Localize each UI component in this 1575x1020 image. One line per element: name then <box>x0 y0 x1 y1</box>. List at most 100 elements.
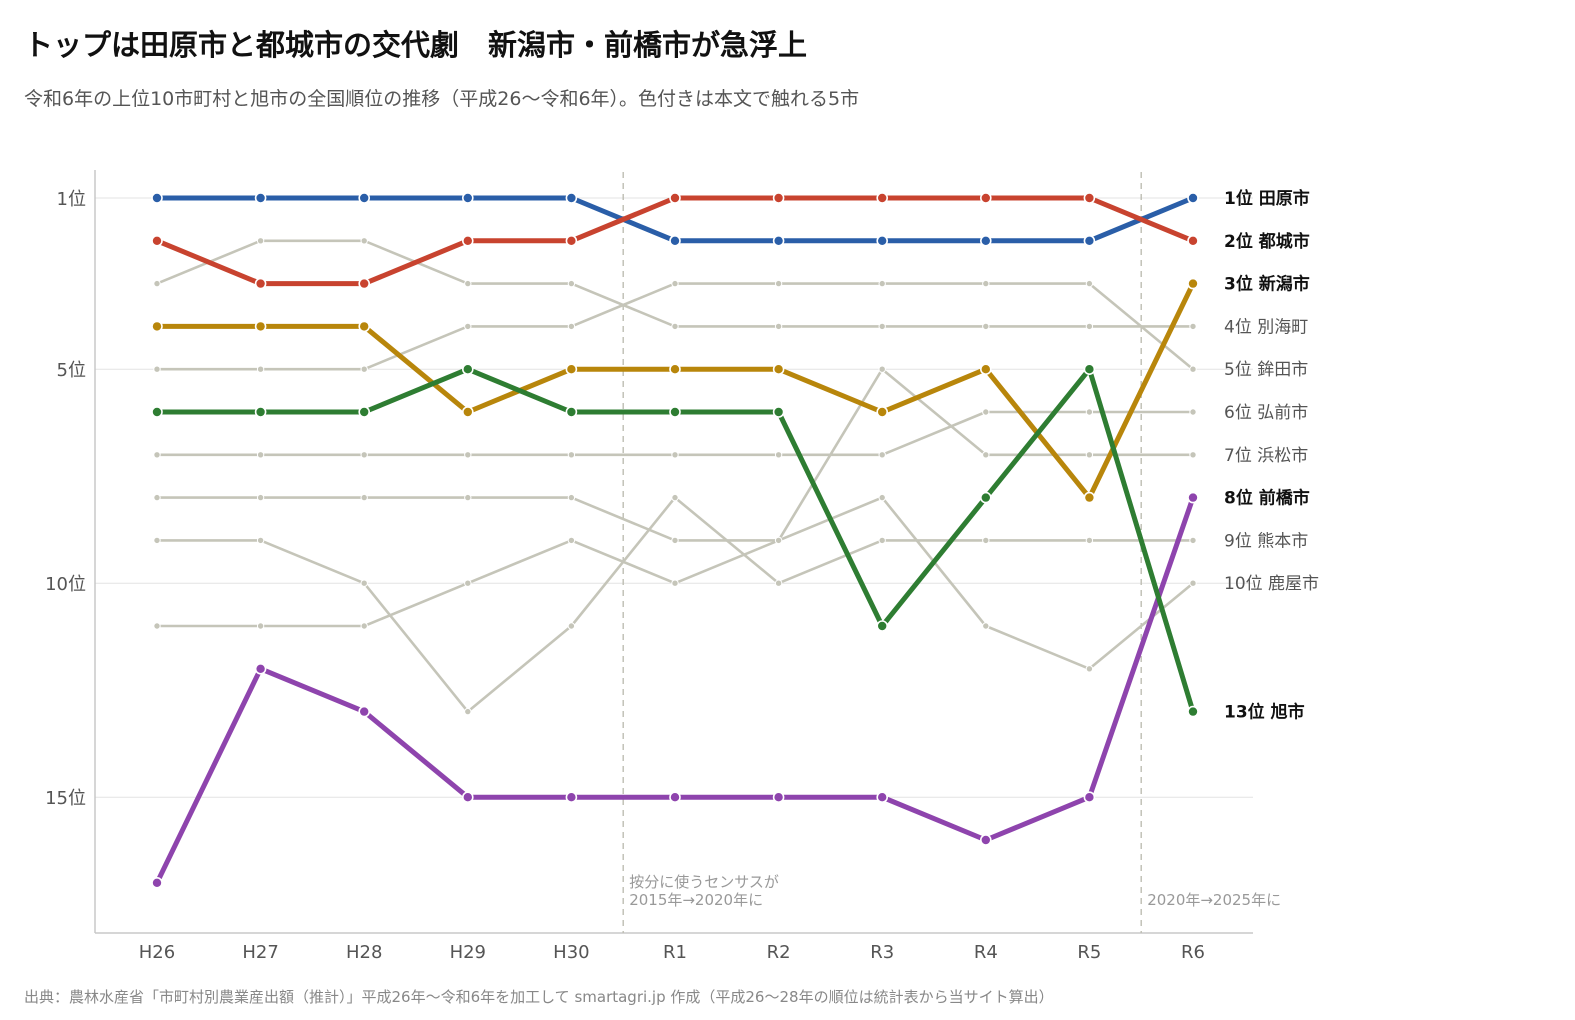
data-point <box>360 493 368 502</box>
data-point <box>464 579 472 587</box>
data-point <box>151 320 163 333</box>
data-point <box>565 791 578 804</box>
data-point <box>567 322 576 331</box>
x-tick-label: R2 <box>767 942 791 963</box>
data-point <box>982 322 990 331</box>
data-point <box>772 406 785 418</box>
data-point <box>461 192 474 204</box>
data-point <box>464 451 472 459</box>
data-point <box>1083 363 1096 376</box>
data-point <box>1189 579 1197 587</box>
data-point <box>256 493 265 502</box>
data-point <box>671 579 679 587</box>
data-point <box>360 237 368 245</box>
data-point <box>464 493 472 502</box>
data-point <box>360 622 368 630</box>
data-point <box>567 493 576 502</box>
data-point <box>464 279 472 288</box>
data-point <box>772 363 785 376</box>
x-tick-label: H27 <box>242 942 278 963</box>
data-point <box>669 235 681 247</box>
data-point <box>256 622 265 630</box>
data-point <box>982 451 990 459</box>
data-point <box>772 791 785 804</box>
data-point <box>979 235 992 247</box>
data-point <box>360 579 368 587</box>
data-point <box>254 662 267 675</box>
data-point <box>669 791 681 804</box>
end-label: 10位 鹿屋市 <box>1224 574 1319 594</box>
data-point <box>567 622 576 630</box>
data-point <box>151 876 163 889</box>
y-tick-label: 5位 <box>57 360 86 381</box>
x-tick-label: R6 <box>1181 942 1205 963</box>
data-point <box>360 365 368 373</box>
data-point <box>565 235 578 247</box>
data-point <box>1189 408 1197 416</box>
data-point <box>151 192 163 204</box>
x-tick-label: R5 <box>1077 942 1101 963</box>
data-point <box>1187 235 1199 247</box>
data-point <box>669 363 681 376</box>
data-point <box>1085 408 1094 416</box>
data-point <box>254 320 267 333</box>
series-line-熊本市 <box>155 496 1195 713</box>
end-label: 6位 弘前市 <box>1224 403 1308 423</box>
data-point <box>1189 536 1197 545</box>
data-point <box>358 320 371 333</box>
annotation-text: 2020年→2025年に <box>1147 891 1281 909</box>
end-labels: 1位 田原市 2位 都城市 3位 新潟市 4位 別海町 5位 鉾田市 6位 弘前市 7位 浜… <box>1224 188 1319 723</box>
data-point <box>982 408 990 416</box>
end-label: 4位 別海町 <box>1224 317 1308 337</box>
annotation-text: 按分に使うセンサスが <box>629 873 779 891</box>
data-point <box>567 451 576 459</box>
x-tick-label: R4 <box>974 942 998 963</box>
data-point <box>358 705 371 718</box>
data-point <box>1187 192 1199 204</box>
data-point <box>254 406 267 418</box>
data-point <box>256 237 265 245</box>
data-point <box>671 536 679 545</box>
data-point <box>1085 322 1094 331</box>
x-tick-label: H28 <box>346 942 382 963</box>
data-point <box>671 279 679 288</box>
data-point <box>982 279 990 288</box>
data-point <box>151 406 163 418</box>
end-label: 8位 前橋市 <box>1224 488 1310 509</box>
data-point <box>1085 665 1094 673</box>
data-point <box>979 192 992 204</box>
end-label: 13位 旭市 <box>1224 702 1305 723</box>
data-point <box>358 192 371 204</box>
data-point <box>671 451 679 459</box>
data-point <box>360 451 368 459</box>
data-point <box>358 406 371 418</box>
data-point <box>671 322 679 331</box>
chart-source: 出典：農林水産省「市町村別農業産出額（推計）」平成26年〜令和6年を加工して s… <box>24 988 1054 1006</box>
data-point <box>772 192 785 204</box>
chart-subtitle: 令和6年の上位10市町村と旭市の全国順位の推移（平成26〜令和6年）。色付きは本… <box>24 88 860 110</box>
data-point <box>1187 705 1199 718</box>
data-point <box>878 451 886 459</box>
data-point <box>256 451 265 459</box>
data-point <box>878 279 886 288</box>
end-label: 3位 新潟市 <box>1224 274 1310 295</box>
data-point <box>256 365 265 373</box>
data-point <box>1189 451 1197 459</box>
x-tick-label: R1 <box>663 942 687 963</box>
data-point <box>982 622 990 630</box>
data-point <box>979 363 992 376</box>
data-point <box>567 279 576 288</box>
data-point <box>153 365 161 373</box>
series-line-新潟市 <box>154 281 1196 501</box>
y-tick-label: 10位 <box>45 574 86 595</box>
data-point <box>153 536 161 545</box>
data-point <box>567 536 576 545</box>
series-line-前橋市 <box>154 495 1196 886</box>
chart-title: トップは田原市と都城市の交代劇 新潟市・前橋市が急浮上 <box>24 28 808 62</box>
data-point <box>1083 491 1096 504</box>
data-point <box>565 363 578 376</box>
end-label: 9位 熊本市 <box>1224 531 1308 551</box>
end-label: 2位 都城市 <box>1224 231 1310 252</box>
data-point <box>464 707 472 716</box>
